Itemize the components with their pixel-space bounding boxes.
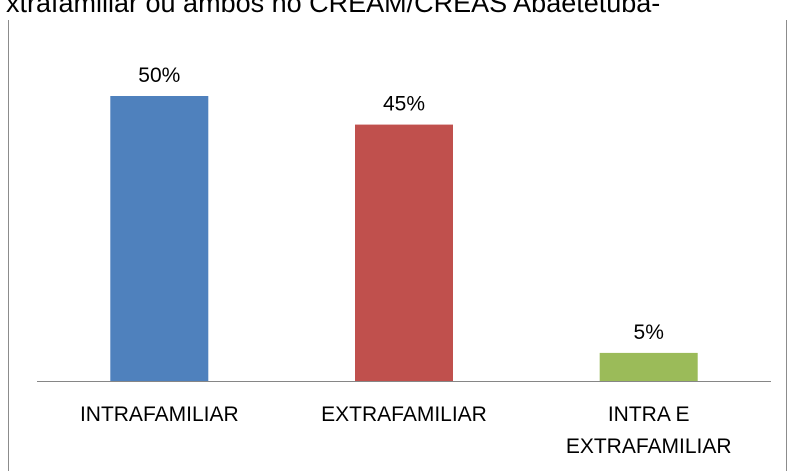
bar-2: [355, 124, 453, 382]
category-label-2: EXTRAFAMILIAR: [321, 403, 487, 426]
chart-title: xtrafamiliar ou ambos no CREAM/CREAS Aba…: [6, 0, 660, 18]
bars-layer: [110, 96, 698, 382]
data-label-3: 5%: [634, 321, 664, 344]
bar-1: [110, 96, 209, 382]
category-label-3-line-1: INTRA E: [608, 403, 690, 426]
data-label-1: 50%: [138, 64, 180, 87]
data-label-2: 45%: [383, 93, 425, 116]
category-label-1: INTRAFAMILIAR: [80, 403, 239, 426]
bar-3: [599, 352, 698, 382]
category-labels-layer: INTRAFAMILIAR EXTRAFAMILIAR INTRA E EXTRAFA…: [80, 403, 732, 458]
category-label-3-line-2: EXTRAFAMILIAR: [566, 435, 732, 458]
value-labels-layer: 50% 45% 5%: [138, 64, 664, 344]
